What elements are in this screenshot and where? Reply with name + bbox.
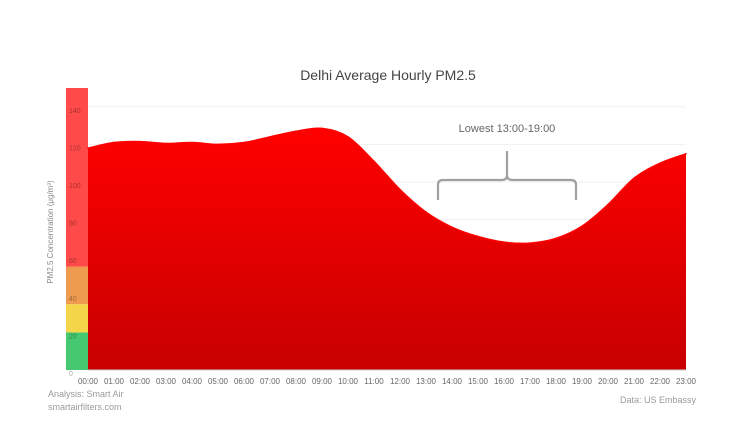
x-tick-label: 18:00: [546, 377, 567, 386]
y-tick-label: 0: [69, 371, 73, 378]
annotation: Lowest 13:00-19:00: [436, 123, 578, 200]
aqi-band-1: [66, 304, 88, 333]
aqi-band-3: [66, 88, 88, 267]
x-tick-label: 20:00: [598, 377, 619, 386]
data-point-20:00: [607, 203, 609, 206]
bracket-shape: [436, 151, 578, 200]
data-point-23:00: [685, 153, 687, 155]
y-tick-label: 120: [69, 145, 81, 152]
y-tick-label: 20: [69, 333, 77, 340]
x-tick-label: 14:00: [442, 377, 463, 386]
y-tick-label: 100: [69, 183, 81, 190]
analysis-credit: Analysis: Smart Air: [48, 389, 124, 399]
x-tick-label: 09:00: [312, 377, 333, 386]
x-tick-label: 11:00: [364, 377, 384, 386]
x-tick-label: 15:00: [468, 377, 489, 386]
y-axis-label: PM2.5 Concentration (μg/m³): [46, 180, 55, 284]
analysis-website: smartairfilters.com: [48, 402, 122, 412]
x-tick-label: 02:00: [130, 377, 151, 386]
data-point-02:00: [139, 140, 141, 143]
data-point-05:00: [217, 143, 219, 146]
x-tick-label: 17:00: [520, 377, 541, 386]
y-tick-label: 40: [69, 296, 77, 303]
x-tick-label: 04:00: [182, 377, 203, 386]
y-tick-label: 140: [69, 108, 81, 115]
data-point-14:00: [451, 226, 453, 228]
data-point-08:00: [295, 130, 297, 133]
y-axis-ticks: 0 20 40 60 80 100 120 140: [69, 108, 81, 378]
data-point-21:00: [633, 177, 635, 180]
x-tick-label: 22:00: [650, 377, 671, 386]
x-tick-label: 23:00: [676, 377, 697, 386]
area-series: [87, 127, 687, 371]
data-point-00:00: [87, 147, 89, 149]
x-tick-label: 21:00: [624, 377, 645, 386]
data-point-15:00: [477, 235, 479, 238]
data-point-17:00: [529, 242, 531, 244]
data-point-07:00: [269, 136, 271, 138]
data-source: Data: US Embassy: [620, 395, 697, 405]
x-tick-label: 08:00: [286, 377, 307, 386]
x-tick-label: 13:00: [416, 377, 437, 386]
aqi-color-bands: [66, 88, 88, 370]
x-tick-label: 05:00: [208, 377, 229, 386]
x-tick-label: 00:00: [78, 377, 99, 386]
x-tick-label: 03:00: [156, 377, 177, 386]
data-point-22:00: [659, 162, 661, 164]
annotation-label: Lowest 13:00-19:00: [459, 123, 556, 135]
data-point-06:00: [243, 141, 245, 144]
x-axis-ticks: 00:00 01:00 02:00 03:00 04:00 05:00 06:00 07:00…: [78, 377, 697, 386]
x-tick-label: 12:00: [390, 377, 411, 386]
aqi-band-2: [66, 266, 88, 305]
x-tick-label: 10:00: [338, 377, 359, 386]
chart-title: Delhi Average Hourly PM2.5: [300, 67, 476, 83]
data-point-12:00: [399, 188, 401, 191]
data-point-18:00: [555, 237, 557, 240]
aqi-band-0: [66, 332, 88, 370]
data-point-10:00: [347, 136, 349, 138]
x-tick-label: 06:00: [234, 377, 255, 386]
data-point-11:00: [373, 160, 375, 163]
data-point-19:00: [581, 225, 583, 227]
data-point-04:00: [191, 141, 193, 144]
data-point-09:00: [321, 127, 323, 130]
pm25-line: [87, 127, 687, 245]
x-tick-label: 07:00: [260, 377, 281, 386]
data-point-03:00: [165, 142, 167, 145]
pm25-area: [88, 128, 686, 370]
data-point-01:00: [113, 141, 115, 144]
x-tick-label: 01:00: [104, 377, 125, 386]
y-tick-label: 80: [69, 221, 77, 228]
x-tick-label: 16:00: [494, 377, 515, 386]
y-tick-label: 60: [69, 258, 77, 265]
x-tick-label: 19:00: [572, 377, 593, 386]
data-point-13:00: [425, 211, 427, 213]
data-point-16:00: [503, 241, 505, 243]
